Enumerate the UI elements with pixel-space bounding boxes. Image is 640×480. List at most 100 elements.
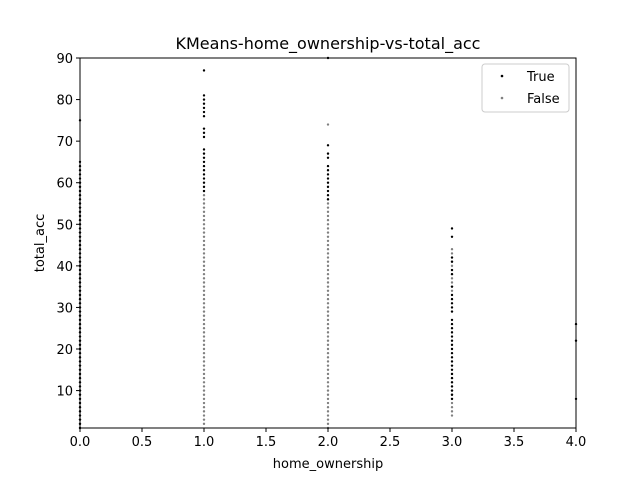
data-point-false <box>326 335 330 338</box>
data-point-false <box>202 406 206 409</box>
data-point-true <box>450 347 454 351</box>
data-point-false <box>326 310 330 313</box>
data-point-true <box>450 318 454 322</box>
data-point-true <box>326 189 330 193</box>
data-point-false <box>326 318 330 322</box>
x-axis-label: home_ownership <box>273 457 383 472</box>
data-point-false <box>450 264 454 268</box>
data-point-false <box>202 410 206 413</box>
data-point-false <box>202 277 206 280</box>
data-point-true <box>202 173 206 176</box>
data-point-false <box>202 414 206 417</box>
data-point-false <box>202 202 206 205</box>
data-point-false <box>326 368 330 371</box>
points-layer <box>78 56 578 430</box>
data-point-true <box>202 102 206 105</box>
data-point-true <box>450 351 454 355</box>
data-point-true <box>202 94 206 97</box>
data-point-true <box>202 127 206 130</box>
data-point-false <box>202 264 206 268</box>
data-point-false <box>202 243 206 247</box>
data-point-false <box>202 401 206 405</box>
y-tick-label: 50 <box>56 218 73 233</box>
data-point-false <box>450 401 454 405</box>
data-point-true <box>202 185 206 189</box>
data-point-false <box>326 268 330 272</box>
data-point-false <box>326 347 330 351</box>
y-tick-label: 20 <box>56 343 73 358</box>
data-point-false <box>326 260 330 263</box>
data-point-false <box>326 331 330 334</box>
data-point-true <box>326 152 330 155</box>
data-point-true <box>326 173 330 176</box>
data-point-true <box>450 227 454 230</box>
data-point-true <box>202 115 206 118</box>
data-point-false <box>326 285 330 288</box>
legend-box <box>481 63 570 113</box>
data-point-true <box>326 198 330 201</box>
data-point-false <box>326 410 330 413</box>
data-point-false <box>202 389 206 392</box>
data-point-false <box>202 339 206 342</box>
x-tick-label: 1.5 <box>256 435 277 450</box>
data-point-false <box>202 418 206 421</box>
data-point-true <box>202 135 206 139</box>
data-point-true <box>450 297 454 301</box>
data-point-false <box>202 360 206 363</box>
data-point-false <box>326 389 330 392</box>
x-axis-ticks: 0.0 0.5 1.0 1.5 2.0 2.5 3.0 3.5 4.0 <box>70 428 586 450</box>
data-point-true <box>202 164 206 168</box>
data-point-false <box>202 385 206 388</box>
data-point-false <box>202 372 206 376</box>
x-tick-label: 3.0 <box>442 435 463 450</box>
data-point-false <box>326 264 330 268</box>
data-point-true <box>450 364 454 367</box>
data-point-false <box>202 248 206 251</box>
data-point-true <box>450 327 454 330</box>
y-tick-label: 70 <box>56 135 73 150</box>
data-point-false <box>202 218 206 222</box>
data-point-false <box>202 227 206 230</box>
data-point-true <box>202 189 206 193</box>
data-point-true <box>450 260 454 263</box>
data-point-false <box>202 343 206 347</box>
data-point-false <box>202 206 206 209</box>
legend-label-false: False <box>527 92 560 107</box>
y-tick-label: 30 <box>56 301 73 316</box>
data-point-true <box>202 177 206 180</box>
data-point-false <box>326 385 330 388</box>
data-point-false <box>450 414 454 417</box>
data-point-true <box>326 181 330 184</box>
data-point-true <box>202 98 206 101</box>
data-point-false <box>202 239 206 243</box>
data-point-false <box>202 314 206 317</box>
data-point-false <box>326 123 330 126</box>
data-point-false <box>202 364 206 367</box>
data-point-false <box>326 356 330 359</box>
y-tick-label: 80 <box>56 94 73 109</box>
data-point-false <box>202 193 206 197</box>
data-point-false <box>202 293 206 297</box>
data-point-true <box>202 131 206 135</box>
data-point-false <box>202 289 206 293</box>
data-point-false <box>450 252 454 255</box>
data-point-false <box>326 393 330 396</box>
data-point-false <box>326 272 330 276</box>
data-point-true <box>326 169 330 172</box>
data-point-false <box>202 347 206 351</box>
data-point-false <box>326 414 330 417</box>
data-point-false <box>326 277 330 280</box>
data-point-false <box>202 214 206 218</box>
data-point-false <box>202 310 206 313</box>
data-point-true <box>202 69 206 72</box>
data-point-false <box>202 252 206 255</box>
data-point-false <box>326 297 330 301</box>
y-axis-ticks: 10 20 30 40 50 60 70 80 90 <box>56 52 80 400</box>
legend: True False <box>481 63 570 113</box>
data-point-false <box>326 406 330 409</box>
data-point-false <box>326 327 330 330</box>
data-point-true <box>450 335 454 338</box>
data-point-false <box>202 356 206 359</box>
y-tick-label: 60 <box>56 177 73 192</box>
data-point-false <box>202 256 206 259</box>
